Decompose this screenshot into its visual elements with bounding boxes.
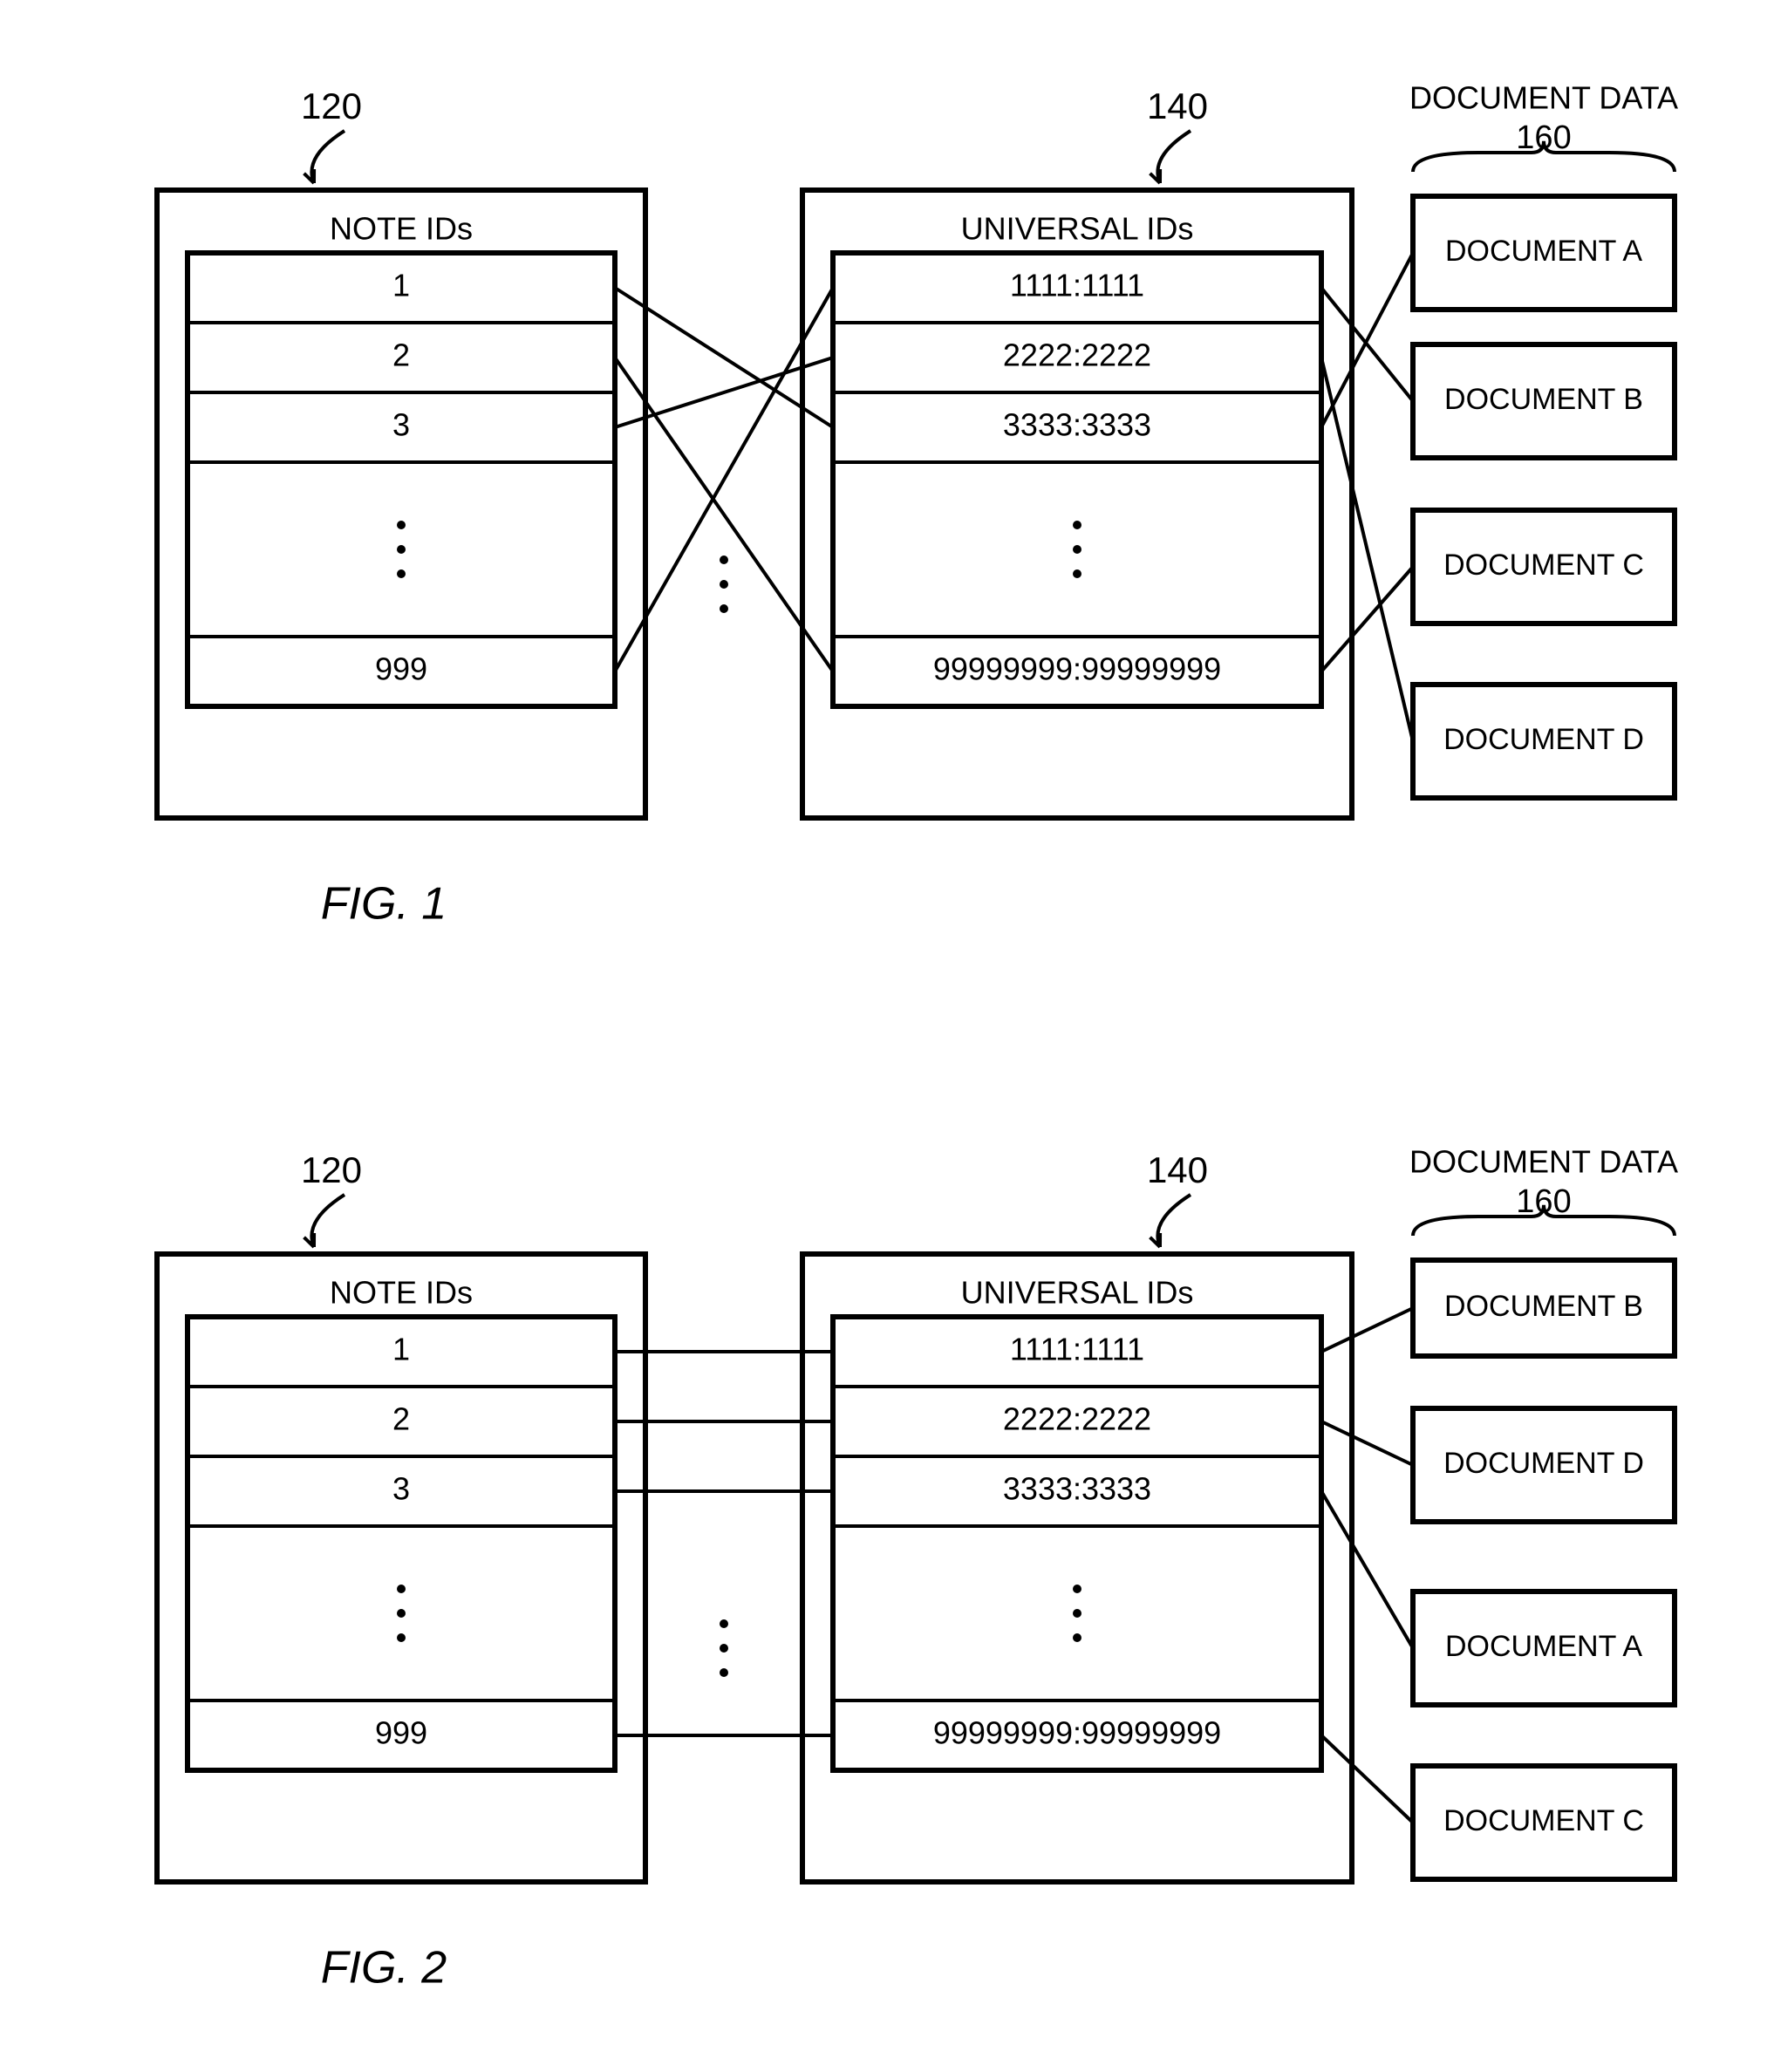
svg-text:2222:2222: 2222:2222 [1003,337,1151,373]
svg-text:FIG. 2: FIG. 2 [321,1943,447,1994]
svg-text:1111:1111: 1111:1111 [1010,268,1144,303]
svg-text:DOCUMENT D: DOCUMENT D [1443,723,1644,756]
svg-text:DOCUMENT D: DOCUMENT D [1443,1447,1644,1480]
svg-text:FIG. 1: FIG. 1 [321,879,447,930]
svg-text:160: 160 [1516,1183,1571,1220]
svg-text:3: 3 [392,407,410,443]
svg-text:999: 999 [375,1715,427,1751]
svg-text:UNIVERSAL IDs: UNIVERSAL IDs [961,211,1194,247]
svg-text:2: 2 [392,337,410,373]
svg-text:DOCUMENT DATA: DOCUMENT DATA [1409,1144,1678,1180]
svg-text:2: 2 [392,1401,410,1437]
svg-text:1: 1 [392,1332,410,1367]
svg-text:DOCUMENT B: DOCUMENT B [1444,1290,1643,1323]
svg-text:3333:3333: 3333:3333 [1003,407,1151,443]
svg-text:140: 140 [1147,1149,1208,1190]
fig1: NOTE IDs 120 1 2 3 999 UNIVERSAL IDs 140 1111:11… [157,80,1678,930]
svg-text:1111:1111: 1111:1111 [1010,1332,1144,1367]
svg-text:DOCUMENT DATA: DOCUMENT DATA [1409,80,1678,116]
svg-text:160: 160 [1516,119,1571,156]
svg-text:1: 1 [392,268,410,303]
fig2: NOTE IDs 120 1 2 3 999 UNIVERSAL IDs 140 1111:11… [157,1144,1678,1994]
svg-text:3333:3333: 3333:3333 [1003,1471,1151,1507]
svg-text:2222:2222: 2222:2222 [1003,1401,1151,1437]
svg-text:DOCUMENT A: DOCUMENT A [1445,1630,1642,1663]
svg-text:UNIVERSAL IDs: UNIVERSAL IDs [961,1275,1194,1311]
svg-text:NOTE IDs: NOTE IDs [330,1275,473,1311]
svg-text:3: 3 [392,1471,410,1507]
svg-text:999: 999 [375,651,427,687]
svg-text:DOCUMENT C: DOCUMENT C [1443,549,1644,582]
svg-text:99999999:99999999: 99999999:99999999 [933,1715,1221,1751]
svg-text:DOCUMENT C: DOCUMENT C [1443,1804,1644,1837]
svg-text:DOCUMENT A: DOCUMENT A [1445,235,1642,268]
svg-text:NOTE IDs: NOTE IDs [330,211,473,247]
svg-text:120: 120 [301,85,362,126]
svg-text:120: 120 [301,1149,362,1190]
svg-text:140: 140 [1147,85,1208,126]
svg-text:99999999:99999999: 99999999:99999999 [933,651,1221,687]
svg-text:DOCUMENT B: DOCUMENT B [1444,383,1643,416]
